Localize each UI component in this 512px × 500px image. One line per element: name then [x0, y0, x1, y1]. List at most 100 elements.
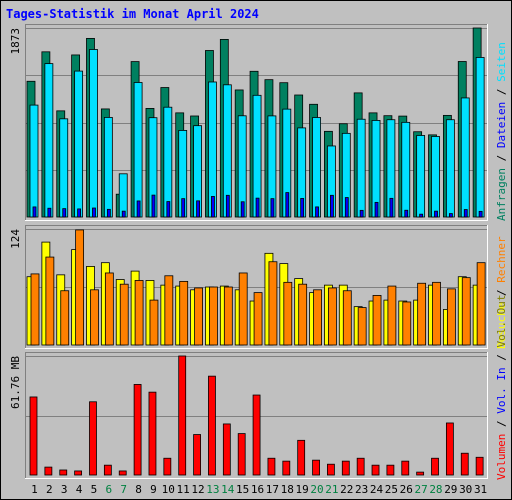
x-tick-label: 8 [135, 483, 142, 496]
dateien-bar [445, 119, 455, 218]
volumen-bar [193, 434, 201, 476]
volumen-bar [401, 460, 410, 476]
volumen-bar [59, 469, 68, 476]
seiten-bar [463, 209, 468, 218]
seiten-bar [62, 208, 67, 218]
rechner-bar [223, 286, 233, 346]
rechner-bar [283, 281, 293, 346]
rechner-bar [253, 292, 263, 346]
seiten-bar [359, 209, 364, 218]
seiten-bar [47, 207, 52, 218]
chart-title: Tages-Statistik im Monat April 2024 [6, 7, 259, 21]
x-tick-label: 10 [162, 483, 175, 496]
x-tick-label: 17 [266, 483, 279, 496]
dateien-bar [416, 135, 426, 218]
x-tick-label: 26 [400, 483, 413, 496]
legend-part: Volumen [495, 434, 508, 480]
seiten-bar [151, 194, 156, 218]
x-tick-label: 18 [281, 483, 294, 496]
volumen-bar [327, 463, 335, 476]
seiten-bar [121, 210, 126, 218]
seiten-bar [196, 200, 200, 218]
dateien-bar [460, 97, 470, 218]
volumen-bar [297, 439, 306, 476]
rechner-bar [134, 280, 144, 346]
seiten-bar [240, 201, 245, 218]
rechner-bar [357, 307, 367, 346]
x-tick-label: 29 [444, 483, 457, 496]
seiten-bar [330, 194, 334, 218]
volumen-bar [460, 452, 469, 476]
dateien-bar [118, 173, 128, 218]
rechner-bar [209, 286, 218, 346]
dateien-bar [89, 49, 98, 218]
volumen-bar [356, 457, 365, 476]
dateien-bar [163, 106, 173, 218]
volumen-bar [371, 464, 380, 476]
rechner-bar [75, 229, 85, 346]
seiten-bar [106, 208, 111, 218]
x-tick-label: 5 [91, 483, 98, 496]
legend-part: Besuche [495, 303, 508, 349]
seiten-bar [434, 210, 438, 218]
volumen-bar [44, 466, 53, 476]
dateien-bar [44, 63, 54, 218]
x-tick-label: 27 [414, 483, 427, 496]
x-tick-label: 21 [325, 483, 338, 496]
dateien-bar [59, 118, 69, 218]
x-tick-label: 15 [236, 483, 249, 496]
x-tick-label: 24 [370, 483, 384, 496]
x-tick-label: 31 [474, 483, 487, 496]
x-tick-label: 30 [459, 483, 472, 496]
volumen-bar [282, 460, 291, 476]
rechner-bar [119, 283, 129, 346]
volumen-bar [312, 459, 320, 476]
seiten-bar [32, 206, 37, 218]
volumen-bar [118, 470, 127, 476]
seiten-bar [166, 201, 171, 218]
x-tick-label: 9 [150, 483, 157, 496]
x-tick-label: 13 [206, 483, 219, 496]
seiten-bar [285, 192, 290, 218]
x-tick-label: 25 [385, 483, 398, 496]
seiten-bar [404, 209, 409, 218]
rechner-bar [268, 261, 278, 346]
dateien-bar [74, 70, 84, 218]
seiten-bar [300, 198, 305, 218]
volumen-bar [89, 401, 97, 476]
dateien-bar [312, 117, 321, 218]
rechner-bar [476, 262, 486, 346]
volumen-bar [237, 433, 246, 476]
rechner-bar [432, 281, 441, 346]
seiten-bar [77, 208, 82, 218]
y-max-label: 124 [9, 229, 22, 249]
volumen-bar [208, 375, 216, 476]
rechner-bar [313, 289, 322, 346]
seiten-bar [389, 197, 394, 218]
seiten-bar [344, 197, 349, 218]
volumen-bar [222, 423, 231, 476]
rechner-bar [372, 295, 382, 346]
x-tick-label: 2 [46, 483, 53, 496]
rechner-bar [402, 301, 412, 346]
legend-part: / [495, 348, 508, 368]
x-tick-label: 7 [120, 483, 127, 496]
volumen-bar [163, 457, 172, 476]
volumen-bar [341, 460, 350, 476]
legend-part: / [495, 82, 508, 102]
rechner-bar [149, 299, 159, 346]
rechner-bar [104, 272, 114, 346]
x-tick-label: 3 [61, 483, 68, 496]
seiten-bar [225, 194, 230, 218]
legend-part: Dateien [495, 102, 508, 148]
seiten-bar [270, 198, 275, 218]
dateien-bar [475, 57, 485, 218]
volumen-bar [74, 470, 83, 476]
rechner-bar [446, 288, 456, 346]
right-legend-label: Besuche / Rechner [495, 236, 508, 349]
x-tick-label: 14 [221, 483, 235, 496]
rechner-bar [30, 273, 40, 346]
volumen-bar [29, 396, 38, 476]
